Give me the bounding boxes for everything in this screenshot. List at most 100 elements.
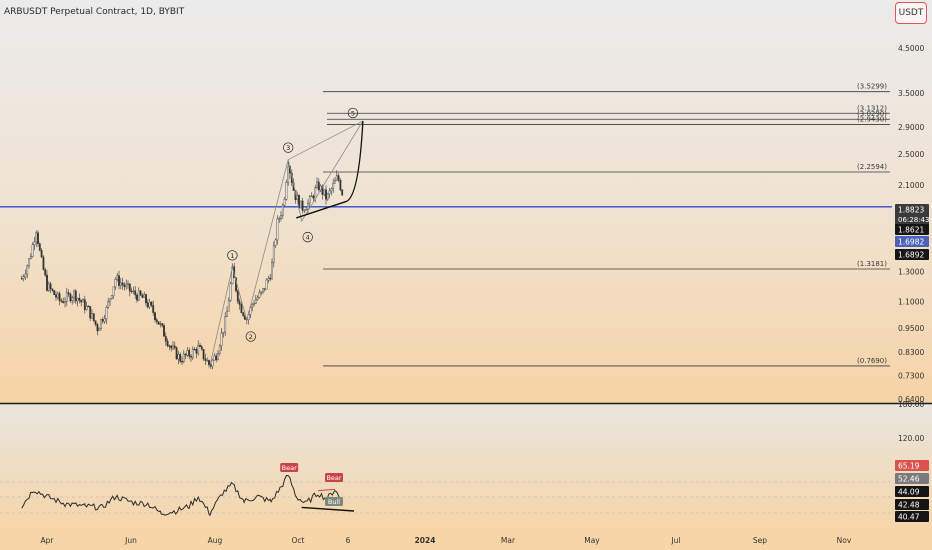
divergence-tag bbox=[280, 463, 299, 472]
candle-body bbox=[114, 278, 117, 288]
fib-label: (2.9430) bbox=[857, 115, 887, 123]
fib-label: (3.5299) bbox=[857, 83, 887, 91]
candle-body bbox=[47, 283, 50, 291]
candle-body bbox=[100, 319, 102, 329]
candle-body bbox=[236, 290, 239, 302]
candle-body bbox=[33, 241, 36, 246]
candle-body bbox=[191, 349, 194, 358]
candle-body bbox=[263, 288, 266, 290]
candle-body bbox=[116, 275, 119, 280]
candle-body bbox=[323, 189, 326, 195]
candle-body bbox=[110, 295, 113, 300]
candle-body bbox=[164, 336, 167, 342]
candle-body bbox=[305, 209, 308, 211]
candle-body bbox=[321, 185, 324, 195]
candle-body bbox=[314, 187, 317, 199]
wave-label-circle bbox=[347, 107, 359, 119]
time-tick: Jul bbox=[670, 536, 680, 545]
candle-body bbox=[170, 345, 173, 349]
candle-body bbox=[139, 290, 142, 296]
candle-body bbox=[119, 282, 122, 286]
price-tick: 1.3000 bbox=[898, 267, 924, 276]
candle-body bbox=[58, 293, 61, 301]
candle-body bbox=[227, 300, 230, 312]
candle-body bbox=[80, 299, 83, 303]
candle-body bbox=[65, 292, 68, 302]
candle-body bbox=[339, 180, 342, 191]
candle-body bbox=[325, 189, 327, 200]
price-tick: 2.9000 bbox=[898, 123, 924, 132]
candle-body bbox=[265, 279, 268, 290]
time-tick: 6 bbox=[346, 536, 351, 545]
time-tick: 2024 bbox=[415, 536, 436, 545]
candle-body bbox=[91, 313, 93, 319]
price-tick: 4.5000 bbox=[898, 44, 924, 53]
candle-body bbox=[130, 290, 133, 293]
candle-body bbox=[148, 301, 151, 308]
candle-body bbox=[134, 290, 137, 296]
candle-body bbox=[46, 274, 48, 291]
divergence-label: Bear bbox=[282, 464, 297, 472]
candle-body bbox=[83, 299, 86, 310]
candle-body bbox=[222, 331, 225, 334]
candle-body bbox=[217, 353, 219, 361]
candle-body bbox=[271, 262, 273, 280]
rsi-badge bbox=[895, 460, 929, 471]
candle-body bbox=[190, 355, 192, 358]
candle-body bbox=[157, 321, 160, 325]
candle-body bbox=[76, 298, 79, 302]
candle-body bbox=[242, 312, 245, 316]
candle-body bbox=[301, 200, 304, 211]
rsi-badge bbox=[895, 499, 929, 510]
fib-label: (2.2594) bbox=[857, 163, 887, 171]
candle-body bbox=[262, 288, 264, 293]
candle-body bbox=[341, 189, 344, 196]
divergence-tag bbox=[325, 473, 343, 482]
currency-button[interactable]: USDT bbox=[895, 2, 927, 24]
candle-body bbox=[269, 277, 272, 280]
wave-label: 1 bbox=[230, 252, 234, 260]
candle-body bbox=[229, 283, 232, 301]
candle-body bbox=[42, 256, 45, 270]
price-tick: 2.5000 bbox=[898, 150, 924, 159]
candle-body bbox=[145, 294, 147, 304]
candle-body bbox=[53, 290, 56, 295]
candle-body bbox=[310, 195, 313, 197]
candle-body bbox=[317, 181, 320, 191]
wave-label-circle bbox=[283, 142, 294, 153]
candle-body bbox=[150, 301, 153, 306]
rsi-badge-label: 52.46 bbox=[898, 475, 920, 484]
rsi-badge-label: 44.09 bbox=[898, 488, 920, 497]
rsi-guides bbox=[0, 481, 892, 514]
candle-body bbox=[155, 319, 158, 322]
candle-body bbox=[127, 283, 129, 285]
fib-label: (3.0290) bbox=[857, 110, 887, 118]
projection-curve bbox=[346, 120, 364, 202]
candle-body bbox=[251, 304, 254, 308]
candle-body bbox=[260, 291, 263, 294]
price-tick: 0.8300 bbox=[898, 348, 924, 357]
candle-body bbox=[55, 294, 57, 298]
candle-body bbox=[204, 358, 207, 361]
candle-body bbox=[202, 349, 205, 360]
divergence-markers: Bear Bear Bull bbox=[280, 463, 355, 512]
candle-body bbox=[166, 340, 169, 347]
candle-body bbox=[240, 304, 243, 313]
candle-body bbox=[163, 325, 165, 337]
fib-label: (1.3181) bbox=[857, 260, 887, 268]
candle-body bbox=[224, 316, 227, 333]
wave-channel bbox=[288, 120, 364, 160]
wave-label: 5 bbox=[351, 109, 355, 117]
candle-body bbox=[137, 290, 140, 301]
candle-body bbox=[89, 306, 92, 319]
candle-body bbox=[316, 181, 318, 188]
time-axis-background[interactable] bbox=[0, 530, 932, 550]
candle-body bbox=[31, 244, 34, 257]
elliott-wave-projection bbox=[209, 120, 364, 366]
candle-body bbox=[44, 269, 47, 276]
price-axis: 4.5000 3.5000 2.9000 2.5000 2.1000 1.3000 1.10… bbox=[898, 44, 924, 404]
price-tick: 2.1000 bbox=[898, 181, 924, 190]
candle-body bbox=[272, 245, 275, 263]
candle-body bbox=[337, 175, 340, 181]
